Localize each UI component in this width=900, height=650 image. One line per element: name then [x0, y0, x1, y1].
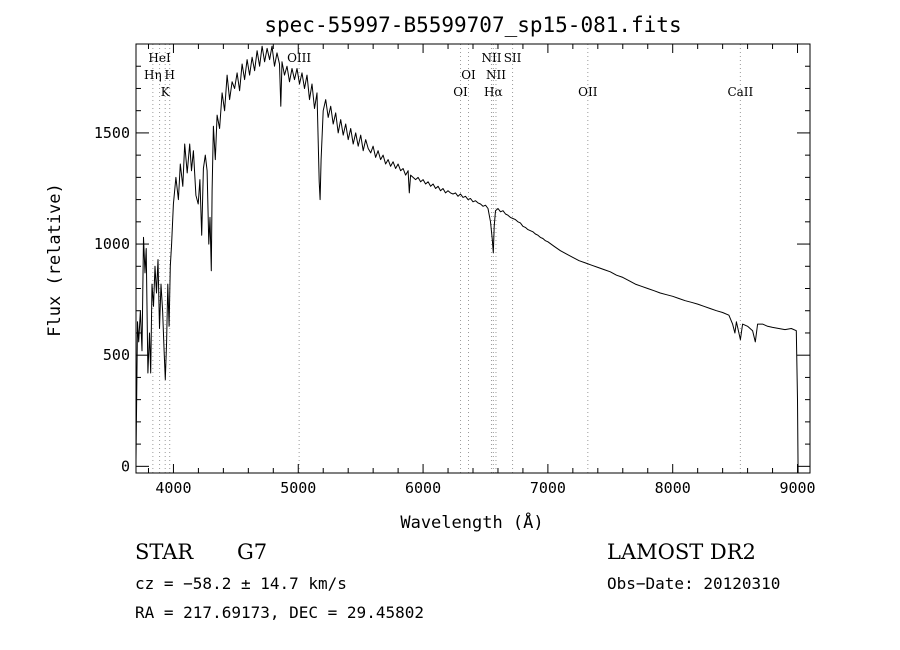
- y-tick-label: 1000: [94, 235, 130, 253]
- line-label: OII: [578, 85, 598, 99]
- x-tick-label: 6000: [405, 479, 441, 497]
- y-tick-label: 0: [121, 457, 130, 475]
- chart-title: spec-55997-B5599707_sp15-081.fits: [264, 13, 681, 37]
- redshift-velocity: cz = −58.2 ± 14.7 km/s: [135, 574, 347, 593]
- plot-frame: [135, 43, 811, 474]
- line-label: H: [164, 68, 174, 82]
- plot-axes: [135, 43, 811, 474]
- x-axis-label: Wavelength (Å): [400, 511, 543, 533]
- line-label: Hη: [144, 68, 162, 82]
- y-tick-label: 500: [103, 346, 130, 364]
- line-label: HeI: [148, 51, 171, 65]
- emission-line-markers: [152, 44, 741, 473]
- spectral-subclass: G7: [237, 540, 268, 564]
- spectrum-line: [135, 45, 799, 474]
- x-tick-label: 8000: [655, 479, 691, 497]
- x-tick-label: 9000: [779, 479, 815, 497]
- x-tick-label: 7000: [530, 479, 566, 497]
- line-label: OIII: [287, 51, 311, 65]
- line-label: SII: [504, 51, 522, 65]
- observation-date: Obs−Date: 20120310: [607, 574, 781, 593]
- y-axis-label: Flux (relative): [45, 183, 65, 337]
- line-label: OI: [453, 85, 468, 99]
- survey-name: LAMOST DR2: [607, 540, 756, 564]
- spectrum-series: [135, 45, 799, 474]
- axis-ticks: 4000 5000 6000 7000 8000 9000 0 500 1000 1500: [94, 44, 816, 497]
- x-tick-label: 5000: [280, 479, 316, 497]
- line-label: NII: [481, 51, 501, 65]
- line-label: K: [161, 85, 171, 99]
- x-tick-label: 4000: [155, 479, 191, 497]
- line-label: Hα: [484, 85, 503, 99]
- line-label: NII: [486, 68, 506, 82]
- coordinates: RA = 217.69173, DEC = 29.45802: [135, 603, 424, 622]
- line-label: OI: [461, 68, 476, 82]
- y-tick-label: 1500: [94, 124, 130, 142]
- object-type: STAR: [135, 540, 194, 564]
- line-label: CaII: [727, 85, 753, 99]
